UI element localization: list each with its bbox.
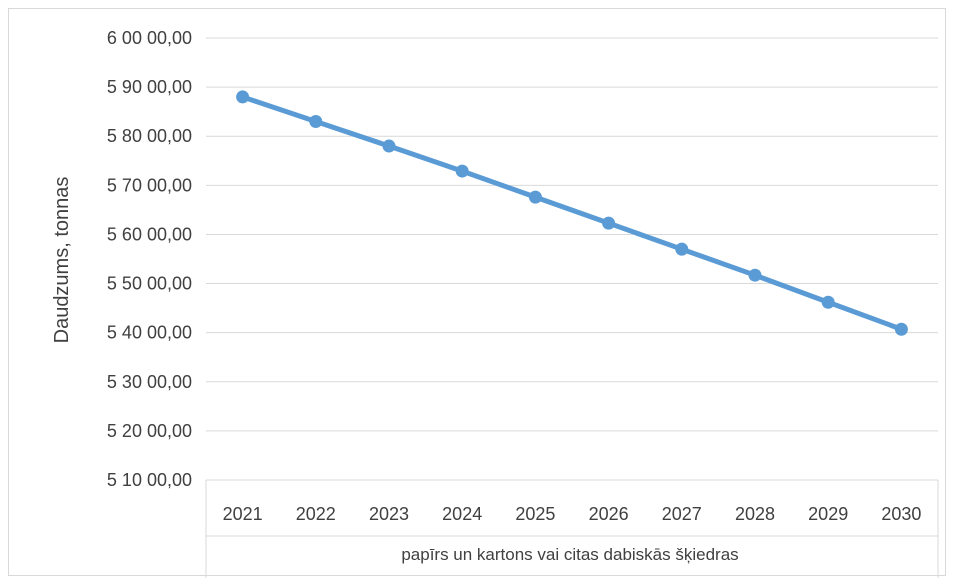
x-tick-label: 2021 (223, 504, 263, 524)
data-point (455, 164, 469, 178)
y-tick-label: 5 10 00,00 (107, 470, 192, 490)
x-tick-label: 2028 (735, 504, 775, 524)
y-tick-label: 5 30 00,00 (107, 372, 192, 392)
x-tick-label: 2027 (662, 504, 702, 524)
data-point (894, 322, 908, 336)
data-point (602, 216, 616, 230)
y-tick-label: 5 70 00,00 (107, 175, 192, 195)
x-tick-label: 2030 (881, 504, 921, 524)
data-series (236, 90, 908, 336)
data-point (748, 268, 762, 282)
data-point (236, 90, 250, 104)
data-point (821, 295, 835, 309)
y-tick-label: 6 00 00,00 (107, 28, 192, 48)
data-point (675, 242, 689, 256)
x-tick-label: 2026 (589, 504, 629, 524)
x-tick-label: 2029 (808, 504, 848, 524)
y-axis-tick-labels: 5 10 00,00 5 20 00,00 5 30 00,00 5 40 00,00… (107, 28, 192, 490)
x-tick-label: 2025 (515, 504, 555, 524)
y-tick-label: 5 60 00,00 (107, 224, 192, 244)
series-line (240, 94, 904, 332)
chart-frame (8, 8, 946, 576)
x-tick-label: 2023 (369, 504, 409, 524)
x-tick-label: 2024 (442, 504, 482, 524)
data-point (528, 190, 542, 204)
y-axis-title: Daudzums, tonnas (51, 177, 73, 344)
y-tick-label: 5 50 00,00 (107, 274, 192, 294)
x-tick-label: 2022 (296, 504, 336, 524)
y-tick-label: 5 90 00,00 (107, 77, 192, 97)
y-tick-label: 5 40 00,00 (107, 323, 192, 343)
x-axis-group-label: papīrs un kartons vai citas dabiskās šķi… (401, 545, 738, 564)
data-point (309, 114, 323, 128)
gridlines (206, 37, 938, 481)
x-axis: 2021 2022 2023 2024 2025 2026 2027 2028 2029 2030 (205, 480, 939, 578)
data-point (382, 139, 396, 153)
y-tick-label: 5 20 00,00 (107, 421, 192, 441)
y-tick-label: 5 80 00,00 (107, 126, 192, 146)
